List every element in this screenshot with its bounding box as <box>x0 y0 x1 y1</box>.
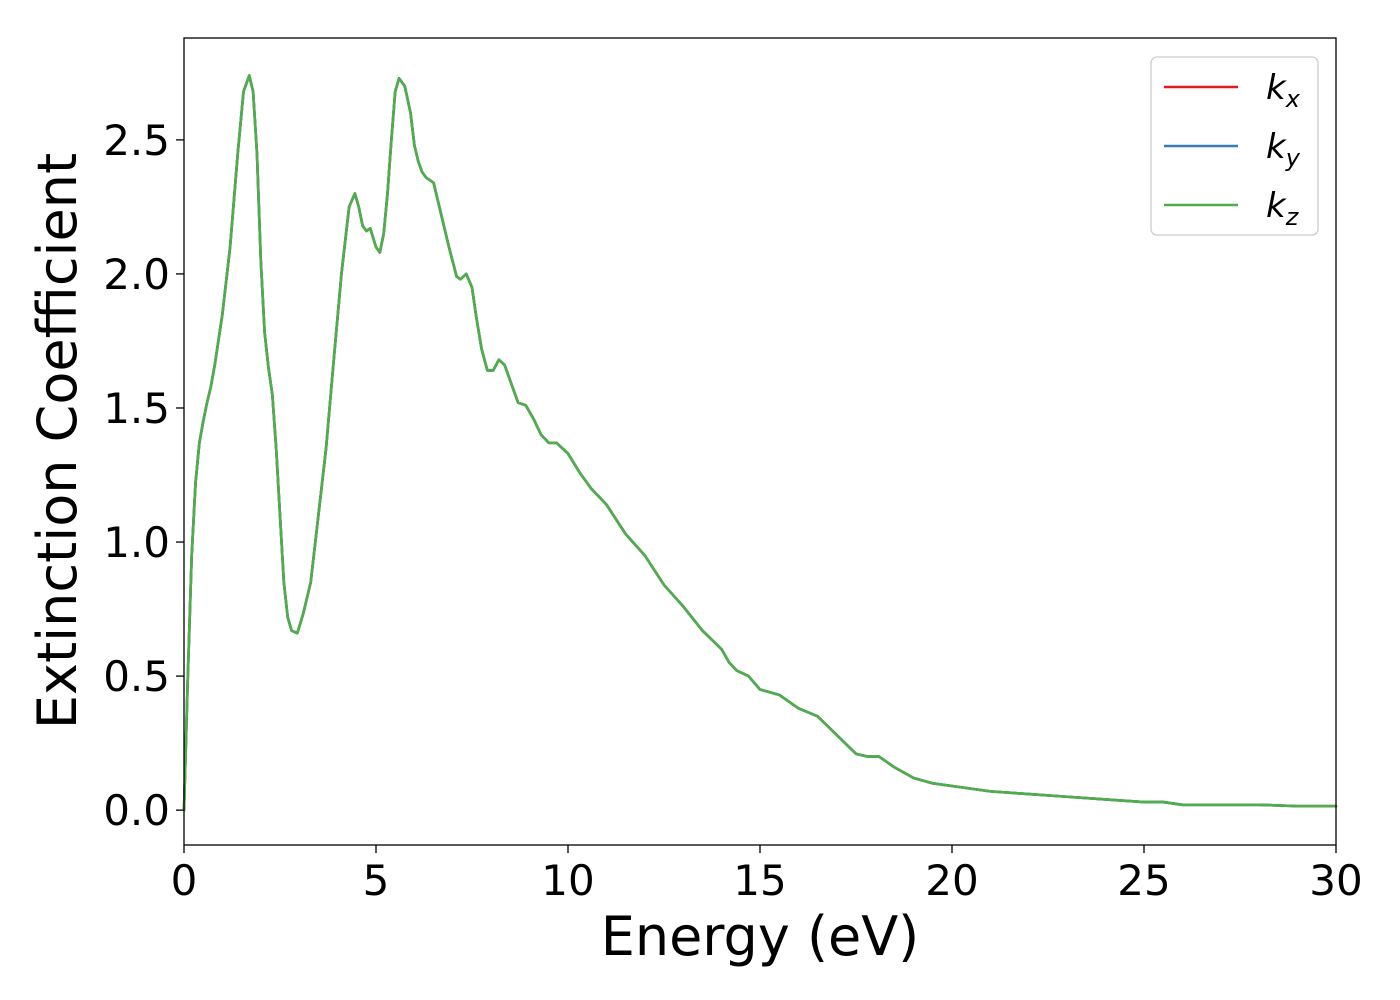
y-tick-label: 2.5 <box>103 116 170 165</box>
legend: kx ky kz <box>1150 56 1319 236</box>
plot-frame <box>183 37 1337 846</box>
x-axis-ticks: 0 5 10 15 20 25 30 <box>171 845 1363 905</box>
legend-label-ky: ky <box>1266 127 1301 172</box>
series-line-kz <box>182 74 1338 812</box>
y-axis-label: Extinction Coefficient <box>26 153 89 729</box>
y-axis-ticks: 0.0 0.5 1.0 1.5 2.0 2.5 <box>103 116 184 835</box>
y-tick-label: 1.5 <box>103 384 170 433</box>
y-tick-label: 0.5 <box>103 652 170 701</box>
plot-area <box>182 74 1338 812</box>
x-tick-label: 20 <box>925 856 978 905</box>
x-tick-label: 30 <box>1309 856 1362 905</box>
x-tick-label: 0 <box>171 856 198 905</box>
x-axis-label: Energy (eV) <box>601 905 920 968</box>
legend-label-kz: kz <box>1266 186 1300 231</box>
x-tick-label: 25 <box>1117 856 1170 905</box>
y-tick-label: 2.0 <box>103 250 170 299</box>
y-tick-label: 0.0 <box>103 786 170 835</box>
x-tick-label: 15 <box>733 856 786 905</box>
x-tick-label: 10 <box>541 856 594 905</box>
y-tick-label: 1.0 <box>103 518 170 567</box>
x-tick-label: 5 <box>363 856 390 905</box>
legend-label-kx: kx <box>1266 68 1301 113</box>
